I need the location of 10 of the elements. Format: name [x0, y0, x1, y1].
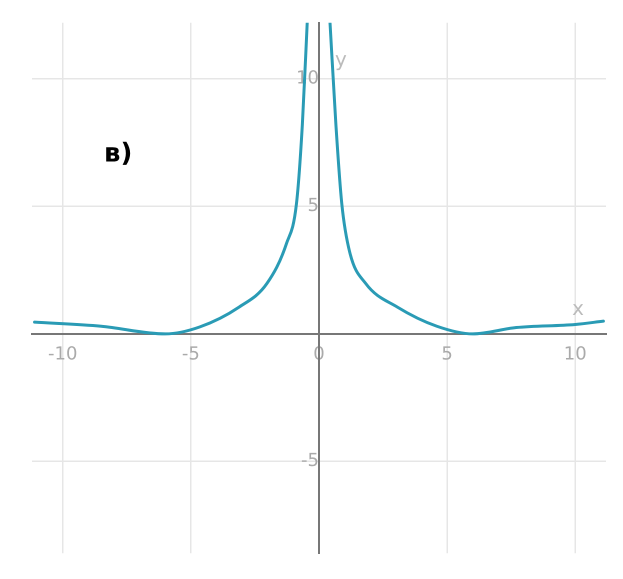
x-tick-label: 10	[564, 343, 587, 364]
x-tick-label: 5	[441, 343, 453, 364]
y-tick-label: 5	[308, 195, 319, 216]
x-tick-label: -5	[182, 343, 200, 364]
y-tick-label: -5	[301, 450, 319, 472]
annotation: в)	[104, 138, 132, 169]
y-axis-title: y	[335, 47, 347, 72]
x-tick-label: -10	[48, 343, 78, 364]
line-series	[328, 22, 605, 336]
x-axis-title: x	[572, 296, 584, 320]
